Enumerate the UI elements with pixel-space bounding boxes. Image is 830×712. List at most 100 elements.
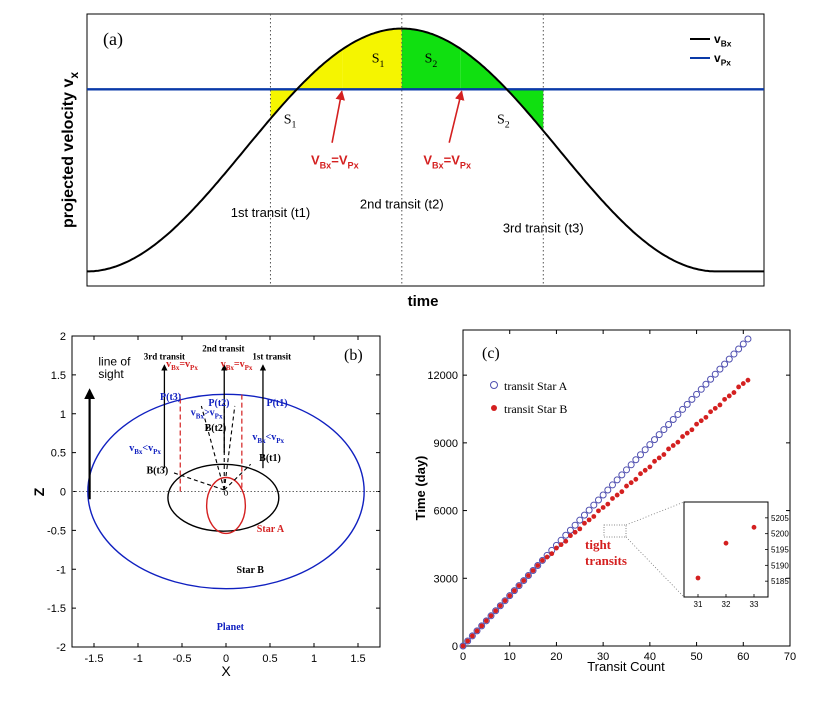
- point-star-b: [544, 554, 550, 560]
- point-star-a: [459, 642, 467, 650]
- condition-label-3-part: Bx: [257, 437, 266, 445]
- inset-y-tick-label: 5190: [771, 561, 789, 570]
- label-planet: Planet: [217, 622, 245, 633]
- point-star-a: [707, 375, 715, 383]
- point-star-b: [666, 446, 671, 452]
- legend-label-v-bx: vBx: [714, 32, 732, 49]
- point-star-a: [473, 627, 481, 635]
- x-tick-label: 50: [690, 651, 702, 663]
- point-star-a: [496, 602, 504, 610]
- point-star-a: [501, 597, 509, 605]
- shaded-region-label-part: 1: [292, 119, 297, 130]
- transit-label-3rd: 3rd transit: [144, 351, 185, 361]
- condition-label-3-part: v: [252, 432, 257, 443]
- x-tick-label: 10: [504, 651, 516, 663]
- point-star-a: [571, 521, 579, 529]
- point-star-b: [633, 476, 639, 482]
- point-star-a: [660, 426, 668, 434]
- shaded-region-label-part: S: [372, 52, 380, 67]
- annotation-arrow-2: [448, 90, 465, 143]
- point-star-b: [647, 464, 653, 470]
- transit-label-2: 2nd transit (t2): [360, 196, 444, 211]
- panel-a-frame: [86, 13, 765, 287]
- shaded-region-label-part: 2: [432, 59, 437, 70]
- annotation-vbx-eq-vpx-1-part: Px: [348, 160, 359, 170]
- transit-label-1: 1st transit (t1): [231, 205, 310, 220]
- point-star-b: [493, 608, 499, 614]
- x-axis-label-x: X: [221, 663, 231, 679]
- condition-label-5-part: Bx: [226, 364, 235, 372]
- panel-c: 0 10 20 30 40 50 60 70 0 3000 6000 9000 12000 transit…: [413, 329, 796, 674]
- condition-label-4-part: =v: [179, 359, 190, 370]
- point-star-a: [641, 446, 649, 454]
- condition-label-2-part: Px: [215, 412, 223, 420]
- point-star-b: [638, 471, 643, 477]
- legend-label-v-px-part: Px: [721, 58, 732, 68]
- star-b-position-label-3: B(t1): [259, 453, 281, 464]
- y-tick-label: 1: [60, 409, 66, 421]
- point-star-b: [497, 603, 503, 609]
- inset-x-tick-label: 33: [750, 600, 759, 609]
- condition-label-4-part: Px: [190, 364, 198, 372]
- line-of-sight-label-1: line of: [98, 355, 131, 369]
- y-tick-label: 2: [60, 331, 66, 343]
- point-star-a: [725, 355, 733, 363]
- point-star-a: [627, 461, 635, 469]
- point-star-a: [693, 390, 701, 398]
- star-b-position-label-1: B(t3): [147, 466, 169, 477]
- point-star-b: [483, 618, 489, 624]
- condition-label-4-part: v: [166, 359, 171, 370]
- point-star-b: [582, 520, 587, 526]
- shaded-region-s1-1: [270, 49, 343, 119]
- point-star-b: [516, 583, 522, 588]
- x-tick-label: -1.5: [85, 653, 104, 665]
- point-star-b: [488, 613, 494, 619]
- zoom-box: [603, 524, 627, 538]
- point-star-a: [594, 496, 602, 504]
- point-star-b: [656, 455, 662, 461]
- point-star-b: [474, 628, 480, 634]
- annotation-vbx-eq-vpx-2-part: Px: [460, 160, 471, 170]
- shaded-region-label-part: S: [284, 112, 292, 127]
- condition-label-4-part: Bx: [171, 364, 180, 372]
- transit-label-3: 3rd transit (t3): [503, 221, 584, 236]
- point-star-a: [721, 360, 729, 368]
- point-star-a: [623, 466, 630, 474]
- y-tick-label: -2: [56, 642, 66, 654]
- point-star-b: [591, 514, 597, 519]
- y-axis-label-sub: x: [67, 72, 81, 79]
- point-star-a: [515, 582, 523, 590]
- dashed-line-4: [223, 405, 236, 491]
- condition-label-2-part: Bx: [196, 412, 205, 420]
- annotation-tight-2: transits: [585, 553, 627, 568]
- point-star-b: [722, 396, 727, 402]
- planet-position-label-3: P(t1): [266, 398, 287, 409]
- y-axis-label-time-day: Time (day): [413, 456, 428, 521]
- legend-label-v-bx-part: Bx: [721, 39, 732, 49]
- point-star-a: [735, 345, 743, 353]
- point-star-a: [688, 395, 696, 403]
- panel-b: -1.5 -1 -0.5 0 0.5 1 1.5 2 1.5 1 0.5 0 -0.5 -1 -1.5 -2 o…: [31, 331, 381, 679]
- point-star-b: [675, 439, 681, 445]
- point-star-b: [670, 443, 676, 448]
- point-star-b: [712, 405, 718, 411]
- point-star-a: [590, 501, 598, 509]
- point-star-b: [554, 545, 559, 551]
- transit-label-1st: 1st transit: [252, 351, 291, 361]
- point-star-b: [614, 492, 620, 498]
- orbit-star-b: [167, 463, 280, 532]
- condition-label-5-part: =v: [234, 359, 245, 370]
- point-star-a: [651, 436, 659, 444]
- point-star-a: [637, 451, 645, 459]
- shaded-region-s1-2: [342, 28, 402, 90]
- point-star-b: [479, 623, 485, 629]
- point-star-b: [600, 505, 606, 510]
- point-star-b: [652, 458, 657, 464]
- point-star-b: [717, 402, 723, 408]
- point-star-a: [538, 556, 546, 564]
- annotation-arrow-1: [331, 90, 345, 143]
- label-star-a: Star A: [257, 524, 285, 535]
- point-star-b: [535, 563, 541, 568]
- point-star-b: [460, 643, 466, 649]
- panel-a-shaded-regions: [270, 28, 544, 131]
